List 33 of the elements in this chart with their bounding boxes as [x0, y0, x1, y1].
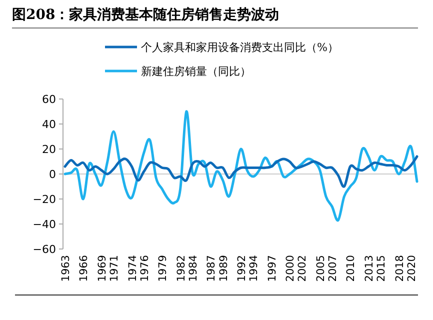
- x-tick-label: 1963: [60, 255, 72, 282]
- x-tick-label: 2007: [327, 255, 340, 282]
- y-tick-label: −60: [32, 243, 56, 256]
- x-tick-label: 2013: [363, 255, 376, 282]
- x-tick-label: 2005: [314, 255, 327, 282]
- x-tick-label: 2018: [394, 255, 406, 282]
- x-tick-label: 1984: [187, 254, 200, 282]
- x-tick-label: 1992: [236, 255, 248, 282]
- x-tick-label: 1976: [138, 254, 151, 282]
- y-tick-label: 40: [42, 118, 56, 131]
- y-tick-label: −40: [32, 218, 56, 231]
- x-tick-label: 1979: [157, 255, 170, 282]
- x-tick-label: 1974: [126, 254, 139, 282]
- x-tick-label: 2000: [284, 255, 297, 282]
- y-tick-label: 20: [42, 143, 56, 156]
- x-tick-label: 2015: [376, 255, 388, 282]
- x-tick-label: 1966: [78, 254, 90, 282]
- x-tick-label: 2020: [406, 255, 418, 282]
- x-tick-label: 1987: [206, 255, 218, 282]
- x-tick-label: 1997: [266, 255, 278, 282]
- title: 图208：家具消费基本随住房销售走势波动: [12, 7, 280, 23]
- y-tick-label: −20: [32, 193, 56, 206]
- x-tick-label: 1989: [218, 255, 230, 282]
- y-tick-label: 0: [49, 168, 56, 181]
- y-tick-label: 60: [42, 93, 56, 106]
- legend-label: 个人家具和家用设备消费支出同比（%）: [141, 41, 338, 54]
- x-tick-label: 1971: [108, 255, 121, 282]
- legend-label: 新建住房销量（同比）: [141, 65, 251, 78]
- x-tick-label: 2010: [345, 255, 358, 282]
- x-tick-label: 1969: [96, 255, 108, 282]
- x-tick-label: 1982: [175, 255, 188, 282]
- x-tick-label: 1994: [248, 254, 260, 282]
- x-tick-label: 2002: [296, 255, 309, 282]
